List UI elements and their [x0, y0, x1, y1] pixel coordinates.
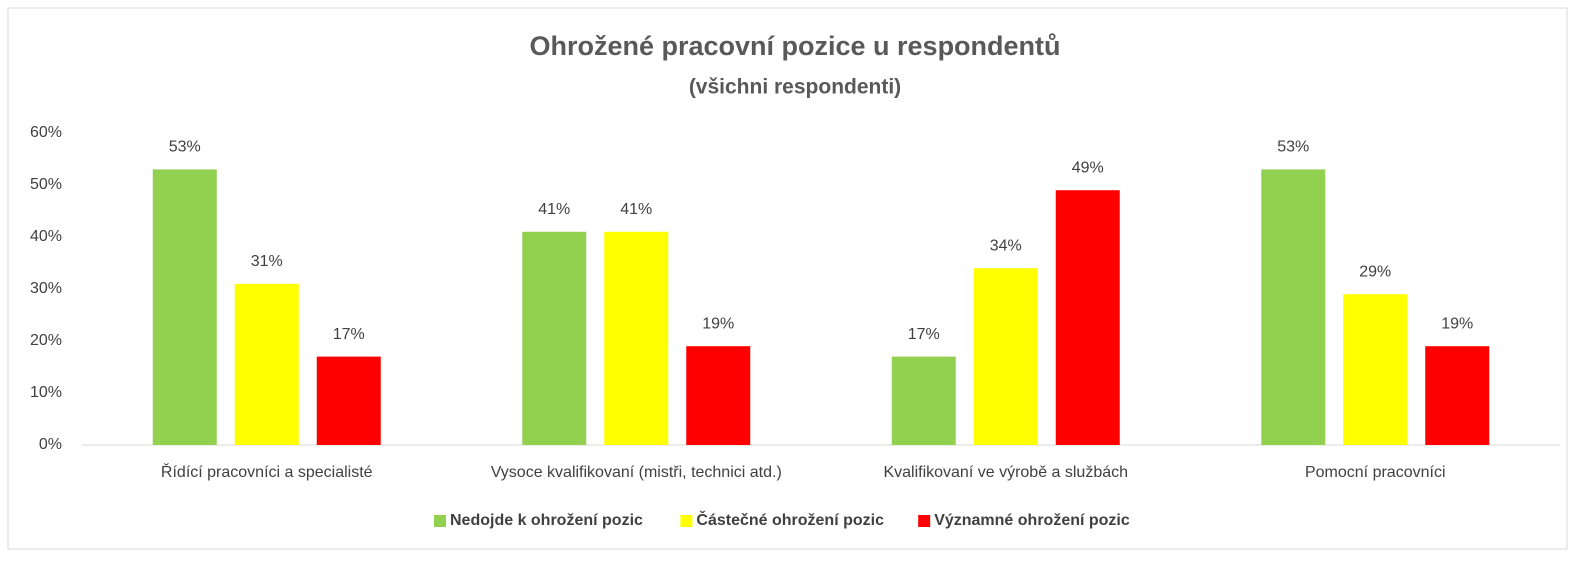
x-tick-label: Kvalifikovaní ve výrobě a službách	[883, 464, 1128, 481]
legend-swatch	[434, 515, 446, 527]
data-label: 17%	[908, 326, 940, 343]
x-tick-label: Vysoce kvalifikovaní (mistři, technici a…	[491, 464, 782, 481]
chart-title: Ohrožené pracovní pozice u respondentů	[529, 31, 1060, 61]
y-tick-label: 20%	[30, 332, 62, 349]
data-label: 53%	[1277, 139, 1309, 156]
legend-label: Nedojde k ohrožení pozic	[450, 512, 643, 529]
bar	[1425, 346, 1490, 445]
data-label: 19%	[702, 315, 734, 332]
bar	[973, 268, 1038, 445]
bar	[152, 169, 217, 445]
bar	[891, 356, 956, 445]
legend-swatch	[680, 515, 693, 527]
bar	[522, 231, 587, 445]
x-tick-label: Řídící pracovníci a specialisté	[161, 462, 373, 481]
data-label: 53%	[169, 139, 201, 156]
data-label: 34%	[990, 237, 1022, 254]
bar	[686, 346, 751, 445]
y-tick-label: 10%	[30, 384, 62, 401]
legend-label: Významné ohrožení pozic	[934, 512, 1130, 529]
bar	[1343, 294, 1408, 445]
data-label: 29%	[1359, 263, 1391, 280]
chart-subtitle: (všichni respondenti)	[689, 76, 901, 99]
data-label: 19%	[1441, 315, 1473, 332]
data-label: 31%	[251, 253, 283, 270]
bar	[234, 283, 299, 445]
data-label: 41%	[620, 201, 652, 218]
y-tick-label: 30%	[30, 280, 62, 297]
y-tick-label: 60%	[30, 124, 62, 141]
data-label: 49%	[1072, 159, 1104, 176]
y-tick-label: 40%	[30, 228, 62, 245]
bar	[316, 356, 381, 445]
legend-label: Částečné ohrožení pozic	[696, 510, 884, 529]
y-tick-label: 0%	[39, 436, 62, 453]
x-tick-label: Pomocní pracovníci	[1305, 464, 1446, 481]
bar	[604, 231, 669, 445]
bar	[1055, 190, 1120, 445]
data-label: 17%	[333, 326, 365, 343]
legend-swatch	[918, 515, 931, 527]
bar	[1261, 169, 1326, 445]
data-label: 41%	[538, 201, 570, 218]
y-tick-label: 50%	[30, 176, 62, 193]
